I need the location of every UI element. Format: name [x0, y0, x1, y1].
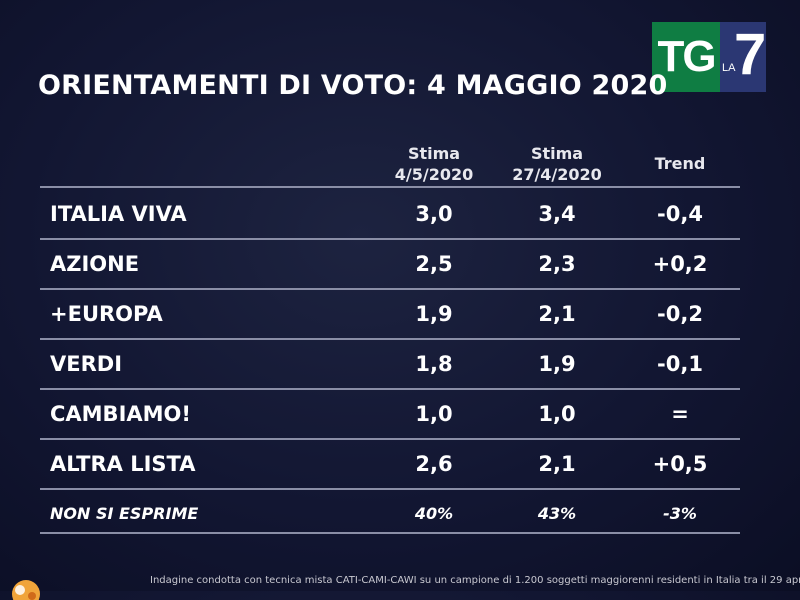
table-rule — [40, 186, 740, 188]
column-header-trend: Trend — [620, 153, 740, 174]
table-cell: 3,0 — [415, 202, 453, 226]
logo-tg: TG — [652, 22, 720, 92]
row-label-azione: AZIONE — [50, 252, 140, 276]
row-label-verdi: VERDI — [50, 352, 123, 376]
table-cell: -3% — [663, 504, 697, 523]
table-rule — [40, 288, 740, 290]
row-label-europa: +EUROPA — [50, 302, 163, 326]
tg-la7-logo: TG LA 7 — [652, 22, 766, 92]
table-cell: 2,5 — [415, 252, 453, 276]
table-cell: 2,1 — [538, 452, 576, 476]
table-rule — [40, 238, 740, 240]
table-cell: +0,2 — [652, 252, 708, 276]
logo-la: LA — [722, 62, 736, 74]
table-rule — [40, 438, 740, 440]
column-header-line1: Trend — [654, 154, 706, 173]
table-cell: 1,8 — [415, 352, 453, 376]
decorative-orb-icon — [12, 580, 40, 600]
table-cell: -0,2 — [657, 302, 703, 326]
column-header-line2: 27/4/2020 — [512, 165, 602, 184]
table-rule — [40, 388, 740, 390]
table-cell: 1,9 — [538, 352, 576, 376]
table-cell: 43% — [537, 504, 577, 523]
table-cell: 1,0 — [415, 402, 453, 426]
chart-title: ORIENTAMENTI DI VOTO: 4 MAGGIO 2020 — [38, 70, 668, 101]
table-cell: 2,6 — [415, 452, 453, 476]
logo-seven: 7 — [734, 22, 767, 87]
footnote: Indagine condotta con tecnica mista CATI… — [150, 575, 800, 586]
row-label-non-si-esprime: NON SI ESPRIME — [50, 504, 199, 523]
table-cell: 3,4 — [538, 202, 576, 226]
table-rule — [40, 338, 740, 340]
column-header-line1: Stima — [530, 144, 584, 163]
column-header-line1: Stima — [407, 144, 461, 163]
row-label-cambiamo: CAMBIAMO! — [50, 402, 191, 426]
table-cell: 1,0 — [538, 402, 576, 426]
table-cell: 40% — [414, 504, 454, 523]
column-header-stima-4-5: Stima 4/5/2020 — [374, 143, 494, 185]
logo-la7: LA 7 — [720, 22, 766, 92]
table-cell: 1,9 — [415, 302, 453, 326]
table-rule — [40, 488, 740, 490]
table-cell: -0,4 — [657, 202, 703, 226]
table-cell: +0,5 — [652, 452, 708, 476]
table-cell: 2,3 — [538, 252, 576, 276]
table-cell: = — [671, 402, 689, 426]
row-label-italia-viva: ITALIA VIVA — [50, 202, 187, 226]
table-cell: 2,1 — [538, 302, 576, 326]
column-header-stima-27-4: Stima 27/4/2020 — [497, 143, 617, 185]
table-cell: -0,1 — [657, 352, 703, 376]
table-rule — [40, 532, 740, 534]
row-label-altra-lista: ALTRA LISTA — [50, 452, 196, 476]
column-header-line2: 4/5/2020 — [394, 165, 474, 184]
